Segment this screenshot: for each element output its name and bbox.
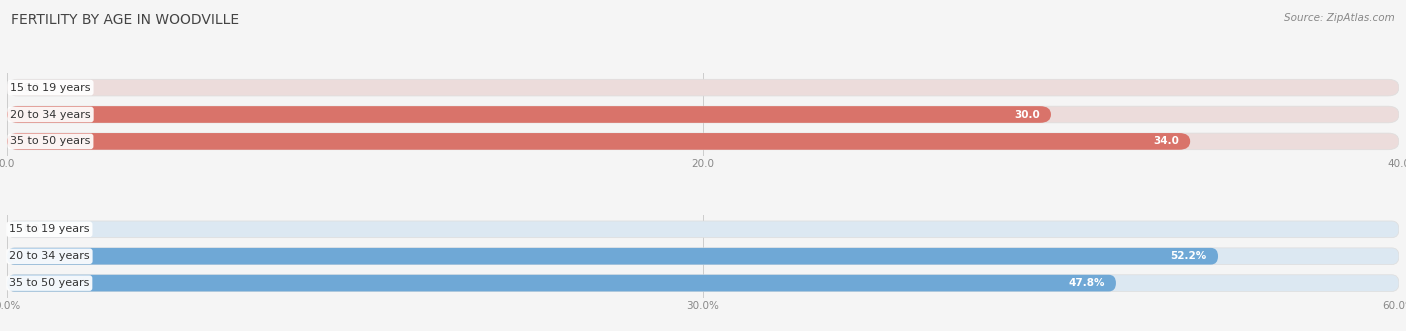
- Text: 30.0: 30.0: [1014, 110, 1040, 119]
- Text: 15 to 19 years: 15 to 19 years: [10, 224, 90, 234]
- Text: 34.0: 34.0: [1153, 136, 1180, 146]
- FancyBboxPatch shape: [7, 248, 1218, 264]
- FancyBboxPatch shape: [7, 221, 1399, 238]
- Text: 20 to 34 years: 20 to 34 years: [10, 110, 91, 119]
- FancyBboxPatch shape: [7, 133, 1191, 150]
- Text: Source: ZipAtlas.com: Source: ZipAtlas.com: [1284, 13, 1395, 23]
- Text: 0.0%: 0.0%: [24, 224, 51, 234]
- FancyBboxPatch shape: [7, 275, 1116, 292]
- Text: 15 to 19 years: 15 to 19 years: [10, 83, 91, 93]
- Text: FERTILITY BY AGE IN WOODVILLE: FERTILITY BY AGE IN WOODVILLE: [11, 13, 239, 27]
- Text: 47.8%: 47.8%: [1069, 278, 1105, 288]
- FancyBboxPatch shape: [7, 106, 1399, 123]
- FancyBboxPatch shape: [7, 79, 1399, 96]
- FancyBboxPatch shape: [7, 133, 1399, 150]
- FancyBboxPatch shape: [7, 106, 1052, 123]
- Text: 35 to 50 years: 35 to 50 years: [10, 278, 90, 288]
- Text: 20 to 34 years: 20 to 34 years: [10, 251, 90, 261]
- Text: 0.0: 0.0: [24, 83, 41, 93]
- Text: 52.2%: 52.2%: [1171, 251, 1206, 261]
- FancyBboxPatch shape: [7, 275, 1399, 292]
- FancyBboxPatch shape: [7, 248, 1399, 264]
- Text: 35 to 50 years: 35 to 50 years: [10, 136, 90, 146]
